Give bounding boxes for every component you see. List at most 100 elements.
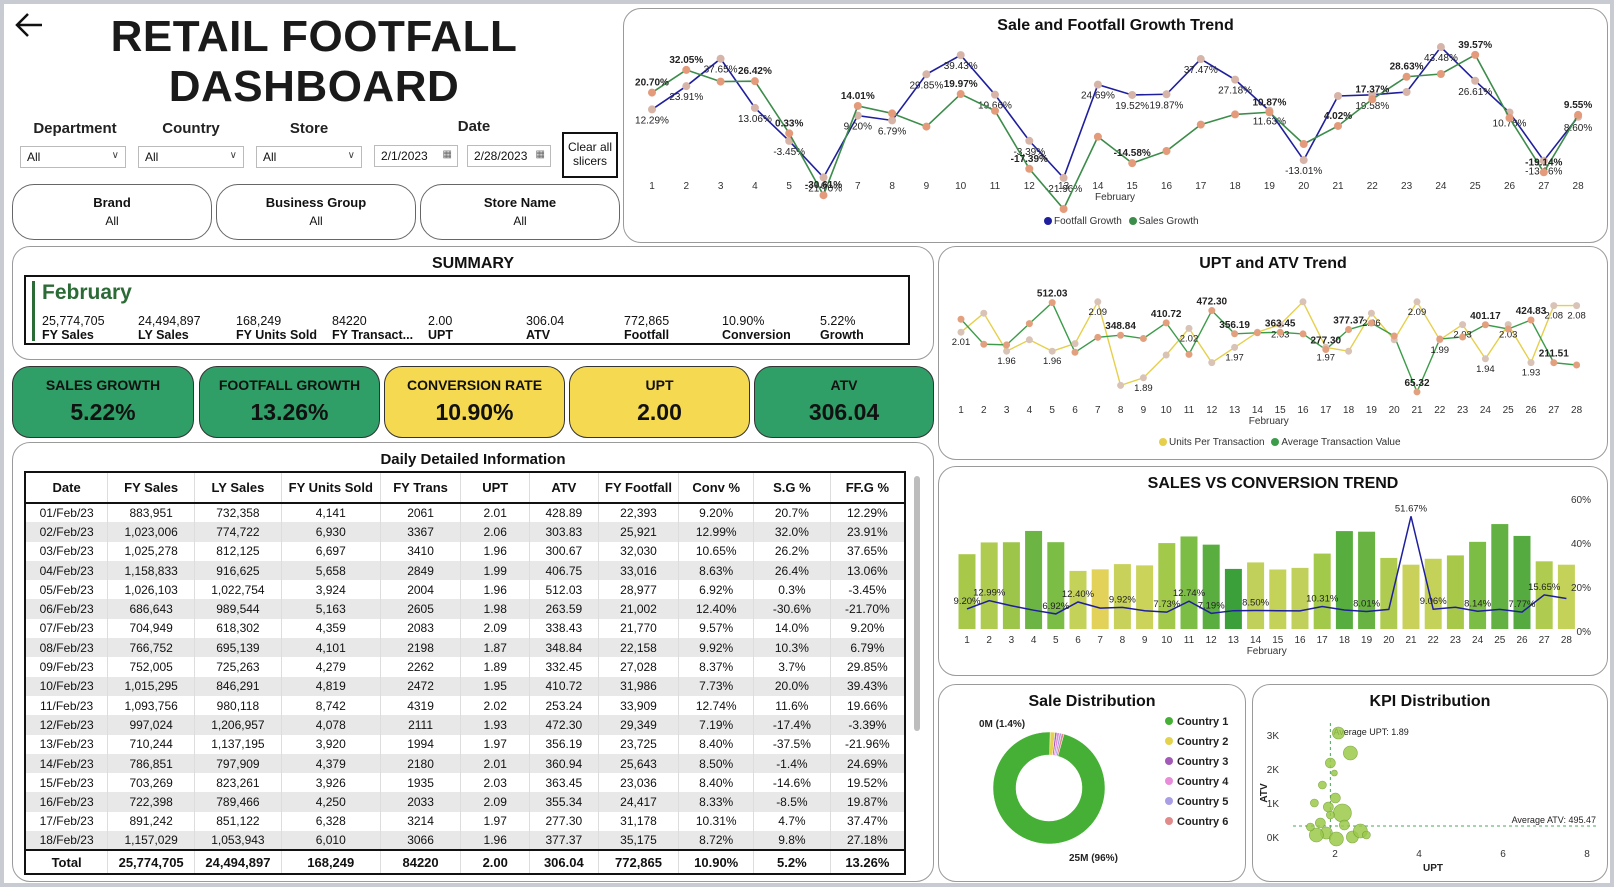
table-cell: 14.0% — [753, 618, 831, 639]
column-header[interactable]: FY Units Sold — [281, 471, 381, 504]
table-cell: 891,242 — [107, 811, 196, 832]
table-row[interactable]: 17/Feb/23 891,242 851,122 6,328 3214 1.97 277.… — [24, 811, 906, 832]
total-cell: 24,494,897 — [194, 849, 282, 876]
table-scrollbar[interactable] — [914, 476, 920, 731]
table-cell: 4,379 — [281, 753, 381, 774]
table-cell: 410.72 — [529, 676, 599, 696]
data-label: -3.39% — [1013, 147, 1045, 158]
table-row[interactable]: 18/Feb/23 1,157,029 1,053,943 6,010 3066 1.96… — [24, 831, 906, 851]
table-row[interactable]: 06/Feb/23 686,643 989,544 5,163 2605 1.98 263.… — [24, 599, 906, 619]
table-cell: 377.37 — [529, 831, 599, 851]
table-row[interactable]: 04/Feb/23 1,158,833 916,625 5,658 2849 1.99 40… — [24, 560, 906, 581]
data-label: 19.97% — [944, 79, 978, 90]
back-button[interactable] — [12, 10, 46, 40]
data-label: 1.97 — [1317, 352, 1336, 363]
table-row[interactable]: 15/Feb/23 703,269 823,261 3,926 1935 2.03 363.… — [24, 773, 906, 793]
column-header[interactable]: FY Sales — [107, 471, 196, 504]
column-header[interactable]: FY Trans — [380, 471, 462, 504]
table-cell: 360.94 — [529, 753, 599, 774]
table-row[interactable]: 13/Feb/23 710,244 1,137,195 3,920 1994 1.97 35… — [24, 734, 906, 754]
table-cell: 6.79% — [830, 638, 906, 658]
table-row[interactable]: 08/Feb/23 766,752 695,139 4,101 2198 1.87 348.… — [24, 638, 906, 658]
avg-atv-label: Average ATV: 495.47 — [1512, 815, 1596, 825]
sales-conversion-chart[interactable]: 9.20%12.99%6.92%12.40% 9.92% 7.73%12.74%7.… — [939, 493, 1609, 673]
x-tick-label: 1 — [649, 181, 655, 192]
table-cell: 4,250 — [281, 792, 381, 812]
column-header[interactable]: Conv % — [678, 471, 755, 504]
legend-label: Country 1 — [1177, 716, 1228, 728]
growth-chart[interactable]: 12.29% 23.91% 37.65% 13.06% -3.45% -21.70% 9.2… — [624, 39, 1609, 219]
summary-conversion: 10.90% Conversion — [722, 314, 791, 342]
x-tick-label: 5 — [786, 181, 792, 192]
table-row[interactable]: 07/Feb/23 704,949 618,302 4,359 2083 2.09 338.… — [24, 618, 906, 639]
y-tick-label: 20% — [1571, 583, 1591, 594]
table-cell: -30.6% — [753, 599, 831, 619]
table-cell: 16/Feb/23 — [24, 792, 109, 812]
column-header[interactable]: ATV — [529, 471, 599, 504]
table-row[interactable]: 02/Feb/23 1,023,006 774,722 6,930 3367 2.06 30… — [24, 522, 906, 542]
x-tick-label: 12 — [1024, 181, 1036, 192]
table-cell: 263.59 — [529, 599, 599, 619]
department-dropdown[interactable]: All ∨ — [20, 146, 126, 168]
growth-trend-card: Sale and Footfall Growth Trend 12.29% 23.… — [623, 8, 1608, 243]
data-point — [1334, 92, 1342, 100]
table-row[interactable]: 14/Feb/23 786,851 797,909 4,379 2180 2.01 360.… — [24, 753, 906, 774]
data-point — [1025, 336, 1033, 344]
table-row[interactable]: 03/Feb/23 1,025,278 812,125 6,697 3410 1.96 30… — [24, 541, 906, 561]
table-row[interactable]: 09/Feb/23 752,005 725,263 4,279 2262 1.89 332.… — [24, 657, 906, 677]
arrow-left-icon — [15, 13, 42, 37]
table-cell: 4.7% — [753, 811, 831, 832]
x-tick-label: 3 — [1004, 405, 1010, 416]
table-row[interactable]: 16/Feb/23 722,398 789,466 4,250 2033 2.09 355.… — [24, 792, 906, 812]
total-row: Total 25,774,705 24,494,897 168,249 84220 2.0… — [24, 849, 906, 876]
table-cell: -14.6% — [753, 773, 831, 793]
data-point — [957, 315, 965, 323]
business-group-slicer[interactable]: Business Group All — [216, 184, 416, 240]
data-point — [1413, 388, 1421, 396]
x-tick-label: 19 — [1264, 181, 1276, 192]
table-cell: 24.69% — [830, 753, 906, 774]
table-row[interactable]: 11/Feb/23 1,093,756 980,118 8,742 4319 2.02 25… — [24, 695, 906, 716]
sales-bar — [1091, 569, 1109, 629]
brand-slicer[interactable]: Brand All — [12, 184, 212, 240]
data-point — [1504, 325, 1512, 333]
data-point — [1574, 110, 1583, 119]
data-point — [1196, 120, 1205, 129]
table-cell: 10.31% — [678, 811, 755, 832]
upt-atv-chart[interactable]: 2.011.961.962.091.892.021.972.031.972.06… — [939, 277, 1609, 437]
table-cell: 4,359 — [281, 618, 381, 639]
table-cell: 19.87% — [830, 792, 906, 812]
sale-distribution-chart[interactable]: 0M (1.4%) 25M (96%) Country 1 Country 2 Coun… — [939, 713, 1247, 881]
kpi-sales-growth: SALES GROWTH 5.22% — [12, 366, 194, 438]
table-row[interactable]: 01/Feb/23 883,951 732,358 4,141 2061 2.01 428.… — [24, 503, 906, 523]
column-header[interactable]: FY Footfall — [598, 471, 680, 504]
table-row[interactable]: 05/Feb/23 1,026,103 1,022,754 3,924 2004 1.96… — [24, 580, 906, 600]
column-header[interactable]: UPT — [460, 471, 531, 504]
store-name-slicer[interactable]: Store Name All — [420, 184, 620, 240]
table-cell: 32,030 — [598, 541, 680, 561]
end-date-input[interactable]: 2/28/2023 ▦ — [467, 145, 551, 167]
data-point — [1059, 173, 1068, 182]
table-row[interactable]: 10/Feb/23 1,015,295 846,291 4,819 2472 1.95 41… — [24, 676, 906, 696]
table-cell: 2083 — [380, 618, 462, 639]
kpi-distribution-chart[interactable]: 3K 2K 1K 0K 2 4 6 8 UPT ATV Average UPT: 1.89 Avera… — [1253, 713, 1609, 881]
clear-slicers-button[interactable]: Clear all slicers — [562, 132, 618, 178]
growth-legend: Footfall Growth Sales Growth — [1044, 216, 1199, 227]
x-tick-label: 11 — [1184, 635, 1195, 646]
column-header[interactable]: FF.G % — [830, 471, 906, 504]
table-cell: 09/Feb/23 — [24, 657, 109, 677]
column-header[interactable]: Date — [24, 471, 109, 504]
data-label: 14.01% — [841, 91, 875, 102]
table-cell: 512.03 — [529, 580, 599, 600]
column-header[interactable]: LY Sales — [194, 471, 282, 504]
data-label: 0.33% — [775, 118, 803, 129]
data-label: 356.19 — [1219, 320, 1250, 331]
country-dropdown[interactable]: All ∨ — [138, 146, 244, 168]
data-point — [1231, 110, 1240, 119]
column-header[interactable]: S.G % — [753, 471, 831, 504]
table-row[interactable]: 12/Feb/23 997,024 1,206,957 4,078 2111 1.93 47… — [24, 715, 906, 735]
start-date-input[interactable]: 2/1/2023 ▦ — [374, 145, 458, 167]
table-cell: 11.6% — [753, 695, 831, 716]
data-label: 8.50% — [1242, 597, 1269, 608]
store-dropdown[interactable]: All ∨ — [256, 146, 362, 168]
